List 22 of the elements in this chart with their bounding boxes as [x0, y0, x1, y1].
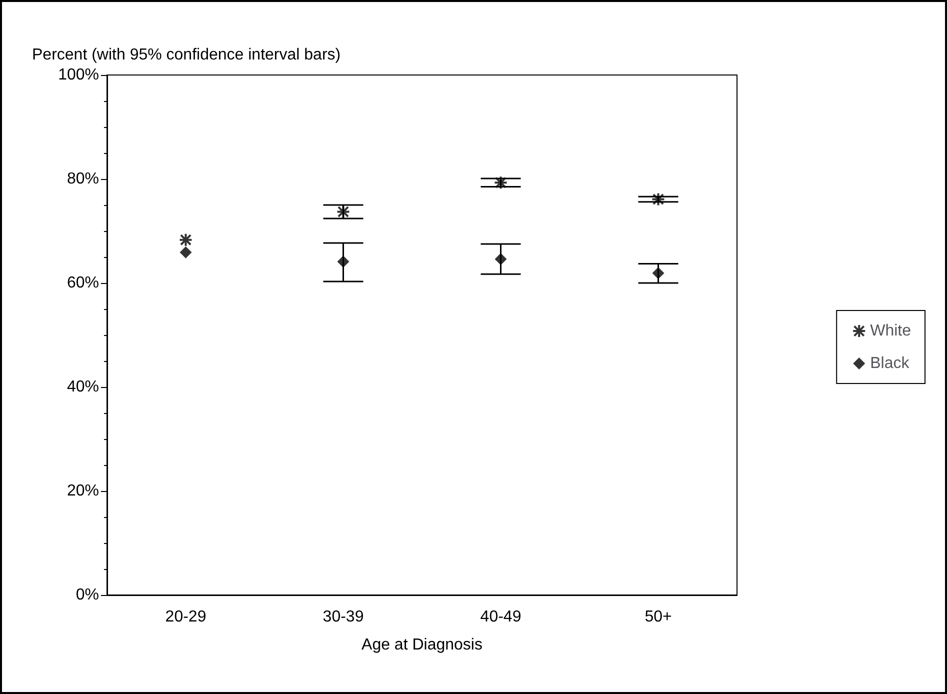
x-axis-title: Age at Diagnosis — [362, 636, 482, 654]
point — [336, 204, 350, 219]
x-tick-label: 50+ — [644, 608, 672, 626]
y-tick-label: 40% — [66, 378, 99, 396]
x-tick-label: 20-29 — [165, 608, 206, 626]
point — [651, 192, 666, 206]
point — [180, 246, 192, 258]
y-tick-label: 20% — [66, 482, 99, 500]
y-tick-label: 60% — [66, 274, 99, 292]
y-tick-label: 100% — [58, 66, 99, 84]
point — [337, 256, 350, 268]
point — [178, 232, 193, 247]
y-tick-label: 80% — [66, 170, 99, 188]
legend-label: Black — [870, 355, 910, 372]
point — [652, 267, 664, 280]
point — [494, 253, 507, 266]
y-tick-label: 0% — [76, 586, 99, 604]
y-axis-title: Percent (with 95% confidence interval bars) — [32, 46, 341, 64]
point — [494, 176, 508, 190]
x-tick-label: 30-39 — [322, 608, 364, 626]
x-tick-label: 40-49 — [480, 608, 522, 626]
legend-label: White — [870, 322, 912, 340]
